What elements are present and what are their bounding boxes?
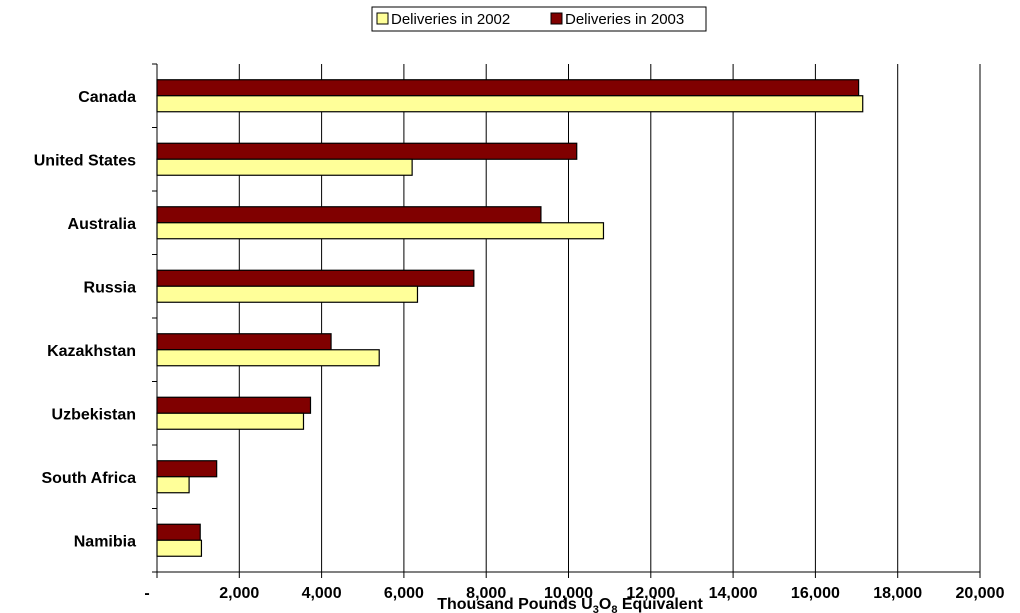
legend-swatch-2002: [376, 12, 389, 25]
axes: [152, 63, 981, 578]
bar-2002: [156, 539, 203, 557]
category-label: Canada: [78, 89, 136, 106]
x-tick-label: 20,000: [956, 585, 1005, 602]
x-tick-label: 4,000: [302, 585, 342, 602]
x-tick-label: 14,000: [709, 585, 758, 602]
bar-2002: [156, 222, 605, 240]
bar-2003: [156, 269, 475, 287]
x-tick-label: 18,000: [873, 585, 922, 602]
bar-2002: [156, 349, 380, 367]
legend-swatch-2003: [550, 12, 563, 25]
category-label: Kazakhstan: [47, 343, 136, 360]
x-tick-label: 10,000: [544, 585, 593, 602]
category-label: Russia: [84, 279, 137, 296]
legend-label-2002: Deliveries in 2002: [391, 11, 510, 28]
x-tick-label: 2,000: [219, 585, 259, 602]
bar-2003: [156, 206, 542, 224]
x-tick-label: 8,000: [466, 585, 506, 602]
bar-2003: [156, 523, 201, 541]
legend-label-2003: Deliveries in 2003: [565, 11, 684, 28]
x-tick-label: -: [144, 585, 149, 602]
x-tick-label: 16,000: [791, 585, 840, 602]
bar-2003: [156, 79, 860, 97]
x-tick-label: 6,000: [384, 585, 424, 602]
category-label: Australia: [68, 216, 137, 233]
bar-2002: [156, 285, 419, 303]
bar-2002: [156, 476, 190, 494]
x-tick-labels: - 2,000 4,000 6,000 8,000 10,000 12,000 14,000 1…: [144, 585, 1004, 602]
legend-frame: [371, 6, 707, 32]
bar-2002: [156, 95, 864, 113]
bar-2003: [156, 460, 218, 478]
x-tick-label: 12,000: [626, 585, 675, 602]
bar-2003: [156, 333, 332, 351]
x-axis-title: Thousand Pounds U3O8 Equivalent: [437, 596, 703, 613]
category-label: South Africa: [41, 470, 136, 487]
bar-2002: [156, 412, 305, 430]
grid-lines: [238, 64, 981, 572]
category-label: United States: [34, 152, 136, 169]
category-label: Uzbekistan: [52, 406, 136, 423]
category-label: Namibia: [74, 533, 136, 550]
category-labels: Canada United States Australia Russia Kazakh…: [34, 89, 136, 551]
bar-2003: [156, 142, 578, 160]
bars: [156, 79, 864, 557]
bar-2003: [156, 396, 312, 414]
bar-2002: [156, 158, 413, 176]
legend: Deliveries in 2002 Deliveries in 2003: [371, 6, 707, 32]
